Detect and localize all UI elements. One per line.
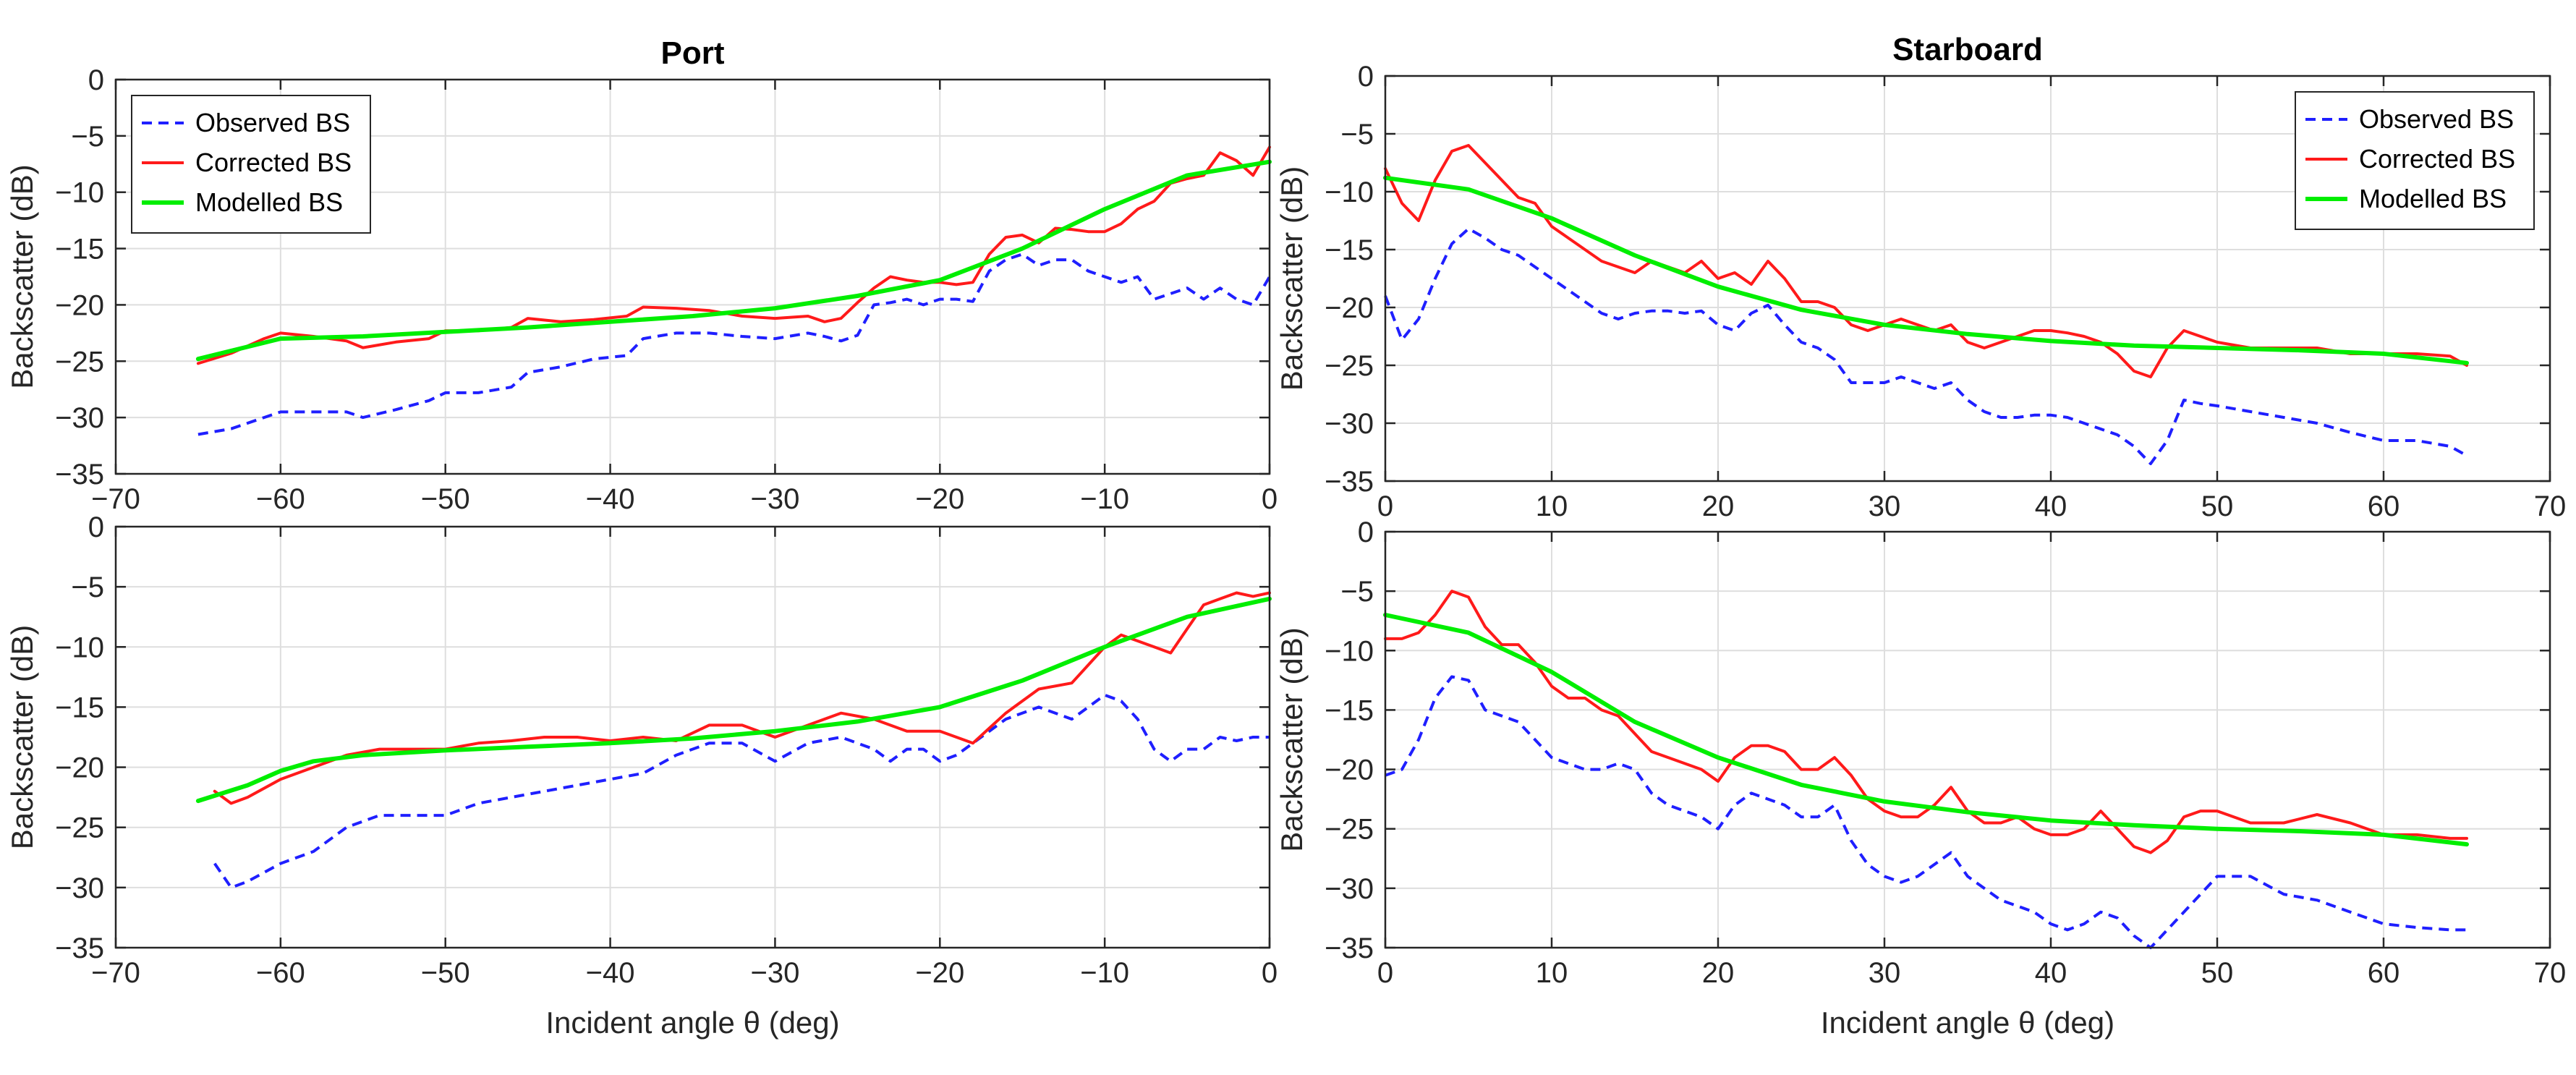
- x-tick-label: −40: [586, 483, 635, 515]
- series-line-observed-bs: [213, 693, 1270, 889]
- legend-entry: Modelled BS: [195, 187, 343, 217]
- y-tick-label: −10: [55, 177, 104, 209]
- y-axis-label: Backscatter (dB): [5, 164, 39, 388]
- x-tick-label: −30: [750, 957, 799, 989]
- series-line-observed-bs: [1384, 227, 2467, 465]
- y-tick-label: −10: [1325, 635, 1374, 667]
- x-tick-label: 60: [2368, 490, 2400, 522]
- y-tick-label: −25: [55, 812, 104, 844]
- y-axis-label: Backscatter (dB): [1275, 627, 1309, 851]
- y-tick-label: −35: [1325, 466, 1374, 498]
- x-tick-label: −30: [750, 483, 799, 515]
- legend-entry: Corrected BS: [2359, 144, 2515, 174]
- y-axis-label: Backscatter (dB): [5, 625, 39, 849]
- y-tick-label: −5: [1340, 119, 1374, 150]
- series-line-modelled-bs: [195, 159, 1272, 362]
- x-tick-label: −60: [256, 483, 305, 515]
- panel-starboard-bottom: 0 10 20 30 40 50 60 70 0 −5 −10 −15 −20 −25 −30 −35 Back…: [1275, 517, 2566, 1040]
- series-line-modelled-bs: [195, 596, 1272, 804]
- series-line-observed-bs: [197, 252, 1271, 436]
- y-tick-label: −30: [55, 872, 104, 904]
- y-tick-label: −15: [55, 692, 104, 723]
- x-tick-label: 0: [1377, 957, 1393, 989]
- x-tick-label: 20: [1702, 957, 1735, 989]
- legend: Observed BS Corrected BS Modelled BS: [2295, 91, 2535, 230]
- x-tick-label: −10: [1080, 483, 1129, 515]
- series-line-corrected-bs: [1384, 144, 2468, 378]
- y-tick-label: −35: [55, 932, 104, 964]
- panel-starboard-top: 0 10 20 30 40 50 60 70 0 −5 −10 −15 −20 −25 −30 −35 Star…: [1275, 32, 2566, 522]
- series-line-modelled-bs: [1383, 175, 2469, 365]
- x-tick-label: 50: [2201, 490, 2234, 522]
- panel-port-top: −70 −60 −50 −40 −30 −20 −10 0 0 −5 −10 −15 −20 −25 −30…: [5, 35, 1278, 515]
- x-tick-label: −70: [91, 957, 140, 989]
- x-tick-label: 0: [1262, 957, 1278, 989]
- x-tick-label: 70: [2534, 957, 2567, 989]
- x-tick-label: 30: [1869, 490, 1901, 522]
- y-tick-label: −20: [1325, 292, 1374, 324]
- y-tick-label: 0: [1358, 517, 1374, 548]
- x-tick-label: −40: [586, 957, 635, 989]
- series-line-modelled-bs: [1383, 613, 2469, 847]
- x-axis-label: Incident angle θ (deg): [1821, 1006, 2114, 1040]
- legend-entry: Observed BS: [2359, 104, 2514, 134]
- legend: Observed BS Corrected BS Modelled BS: [131, 95, 371, 234]
- y-tick-label: −10: [1325, 177, 1374, 208]
- legend-entry: Modelled BS: [2359, 184, 2507, 213]
- chart-title: Port: [661, 35, 725, 71]
- y-tick-label: −30: [1325, 873, 1374, 905]
- axes-frame: [114, 78, 1271, 475]
- y-tick-label: −10: [55, 632, 104, 663]
- series-line-observed-bs: [1385, 675, 2467, 949]
- x-tick-label: −50: [421, 957, 470, 989]
- y-tick-label: −20: [55, 289, 104, 321]
- x-tick-label: 10: [1536, 490, 1568, 522]
- y-tick-label: −25: [1325, 814, 1374, 846]
- axes-frame: [1384, 530, 2551, 949]
- x-tick-label: −70: [91, 483, 140, 515]
- x-axis-label: Incident angle θ (deg): [545, 1006, 839, 1040]
- x-tick-label: 70: [2534, 490, 2567, 522]
- x-tick-label: −50: [421, 483, 470, 515]
- y-tick-label: −25: [1325, 350, 1374, 382]
- y-tick-label: 0: [1358, 61, 1374, 93]
- x-tick-label: 60: [2368, 957, 2400, 989]
- x-tick-label: −20: [915, 483, 964, 515]
- y-tick-label: −35: [1325, 932, 1374, 964]
- x-tick-label: 50: [2201, 957, 2234, 989]
- axes-frame: [1384, 75, 2551, 483]
- x-tick-label: 40: [2035, 490, 2067, 522]
- legend-entry: Observed BS: [195, 108, 350, 137]
- y-tick-label: −30: [55, 402, 104, 434]
- y-tick-label: −15: [55, 234, 104, 265]
- y-tick-label: −5: [71, 572, 104, 603]
- panel-port-bottom: −70 −60 −50 −40 −30 −20 −10 0 0 −5 −10 −15 −20 −25 −30…: [5, 511, 1278, 1040]
- y-axis-label: Backscatter (dB): [1275, 166, 1309, 391]
- chart-title: Starboard: [1892, 32, 2043, 67]
- x-tick-label: 10: [1536, 957, 1568, 989]
- y-tick-label: 0: [88, 64, 104, 96]
- y-tick-label: −25: [55, 346, 104, 378]
- x-tick-label: 30: [1869, 957, 1901, 989]
- axes-frame: [114, 525, 1271, 949]
- y-tick-label: −35: [55, 459, 104, 490]
- x-tick-label: 0: [1262, 483, 1278, 515]
- x-tick-label: −20: [915, 957, 964, 989]
- y-tick-label: −5: [71, 121, 104, 153]
- x-tick-label: 20: [1702, 490, 1735, 522]
- y-tick-label: −30: [1325, 408, 1374, 440]
- plot-area: [1385, 532, 2550, 948]
- y-tick-label: −20: [55, 752, 104, 784]
- y-tick-label: −15: [1325, 694, 1374, 726]
- y-tick-label: −15: [1325, 234, 1374, 266]
- y-tick-label: −20: [1325, 755, 1374, 786]
- x-tick-label: −60: [256, 957, 305, 989]
- y-tick-label: 0: [88, 511, 104, 543]
- x-tick-label: −10: [1080, 957, 1129, 989]
- legend-entry: Corrected BS: [195, 148, 352, 177]
- x-tick-label: 0: [1377, 490, 1393, 522]
- x-tick-label: 40: [2035, 957, 2067, 989]
- y-tick-label: −5: [1340, 576, 1374, 608]
